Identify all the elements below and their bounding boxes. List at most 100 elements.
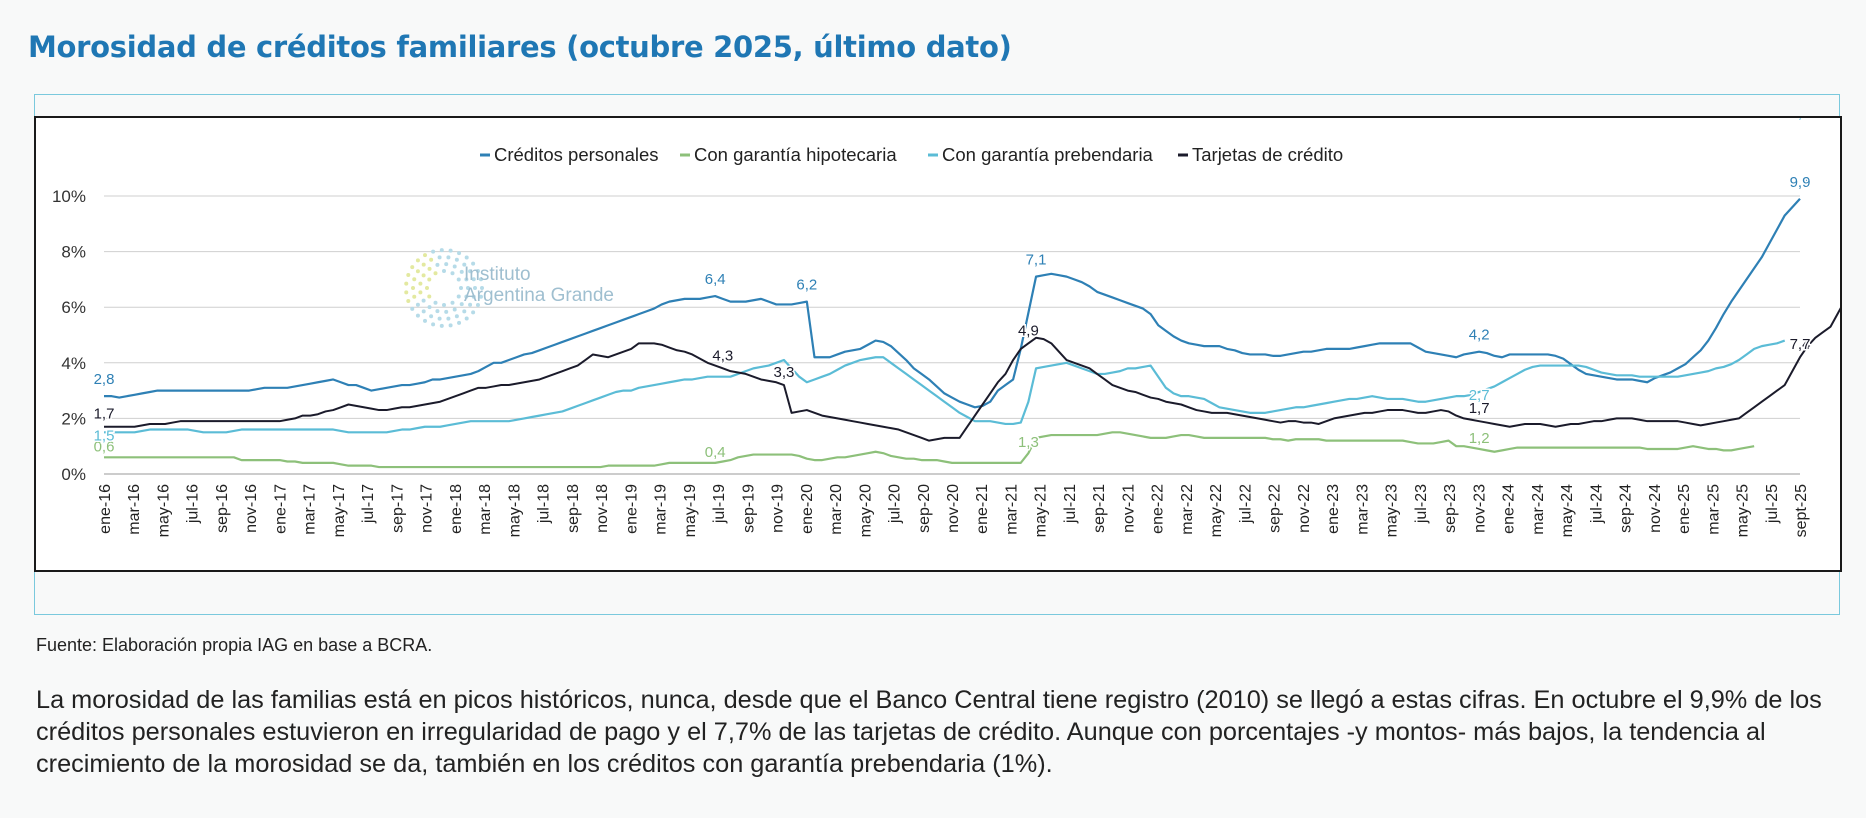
y-axis-ticks: 0% 2% 4% 6% 8% 10% [52,187,86,484]
logo-dot [468,302,473,307]
logo-dot [427,294,432,299]
logo-dot [446,255,451,260]
data-label: 7,7 [1790,336,1811,353]
logo-dot [415,302,420,307]
data-label: 1,3 [1018,434,1039,451]
x-tick-label: ene-17 [272,484,289,534]
logo-dot [418,290,423,295]
x-tick-label: may-19 [682,484,699,537]
logo-dots-icon [404,248,484,328]
logo-dot [406,273,411,278]
x-axis-ticks: ene-16 mar-16 may-16 jul-16 sep-16 nov-16 ene-… [97,484,1810,537]
x-tick-label: may-17 [331,484,348,537]
logo-dot [415,258,420,263]
logo-dot [410,306,415,311]
logo-dot [439,323,444,328]
x-tick-label: ene-20 [799,484,816,534]
logo-dot [431,322,436,327]
logo-dot [454,257,459,262]
data-label: 4,2 [1469,327,1490,344]
x-tick-label: may-25 [1735,484,1752,537]
x-tick-label: jul-17 [360,484,377,524]
logo-dot [433,271,438,276]
x-tick-label: sep-18 [565,484,582,533]
logo-dot [444,309,449,314]
logo-dot [457,320,462,325]
data-label: 4,8 [1790,118,1811,122]
logo-dot [406,298,411,303]
logo-dot [478,294,483,299]
x-tick-label: may-18 [506,484,523,537]
data-label: 0,4 [705,444,726,461]
x-tick-label: mar-23 [1354,484,1371,535]
series-line-2 [104,431,1755,469]
x-tick-label: ene-22 [1150,484,1167,534]
logo-dot [478,277,483,282]
data-label: 0,6 [94,438,115,455]
x-tick-label: ene-21 [974,484,991,534]
logo-dot [459,269,464,274]
data-label: 7,4 [1790,336,1811,353]
description-paragraph: La morosidad de las familias está en pic… [36,686,1822,778]
logo-dot [462,262,467,267]
x-tick-label: sep-21 [1091,484,1108,533]
logo-dot [464,316,469,321]
logo-dot [456,277,461,282]
logo-dot [471,277,476,282]
x-tick-label: sept-25 [1793,484,1810,537]
x-tick-label: jul-19 [711,484,728,524]
x-tick-label: sep-17 [389,484,406,533]
x-tick-label: mar-20 [828,484,845,535]
logo-dot [423,253,427,258]
x-tick-label: jul-20 [887,484,904,524]
data-label: 9,1 [1790,174,1811,191]
data-label: 1,7 [1469,400,1490,417]
logo-dot [448,323,453,328]
logo-dot [421,298,426,303]
y-tick-label: 0% [61,465,86,484]
series-lines [104,198,1840,469]
x-tick-label: mar-22 [1179,484,1196,535]
logo-dot [459,302,464,307]
x-tick-label: may-22 [1208,484,1225,537]
logo-dot [475,268,480,273]
logo-dot [454,314,459,319]
logo-dot [404,290,409,295]
logo-dot [456,294,461,299]
logo-dot [464,277,469,282]
logo-dot [415,313,420,318]
x-tick-label: mar-21 [1003,484,1020,535]
data-label: 4,5 [1790,118,1811,122]
logo-dot [475,303,480,308]
x-tick-label: jul-23 [1413,484,1430,524]
gridlines [104,195,1800,475]
logo-dot [412,277,417,282]
series-line-3 [104,339,1786,434]
x-tick-label: mar-24 [1530,484,1547,535]
data-label: 2,8 [94,371,115,388]
logo-dot [411,286,415,290]
x-tick-label: may-23 [1384,484,1401,537]
data-label: 4,3 [712,347,733,364]
data-label: 9,9 [1790,174,1811,191]
x-tick-label: jul-16 [185,484,202,524]
x-tick-label: sep-23 [1442,484,1459,533]
legend-label: Con garantía prebendaria [942,144,1154,165]
logo-dot [471,294,476,299]
y-tick-label: 10% [52,187,86,206]
logo-dot [459,286,463,290]
x-tick-label: mar-18 [477,484,494,535]
x-tick-label: nov-18 [594,484,611,533]
data-label: 6,2 [796,277,817,294]
logo-dot [429,314,434,319]
logo-dot [425,286,429,290]
y-tick-label: 6% [61,298,86,317]
data-labels: 2,8 6,4 6,2 7,1 4,2 9,19,9 0,6 0,4 1,3 1,2 0,9 1,5 2… [92,118,1812,462]
data-label: 1,5 [94,427,115,444]
logo-dot [418,281,423,286]
x-tick-label: nov-23 [1471,484,1488,533]
legend-label: Créditos personales [494,144,659,165]
data-label: 4,9 [1018,322,1039,339]
logo-dot [437,255,442,260]
logo-dot [433,300,438,305]
